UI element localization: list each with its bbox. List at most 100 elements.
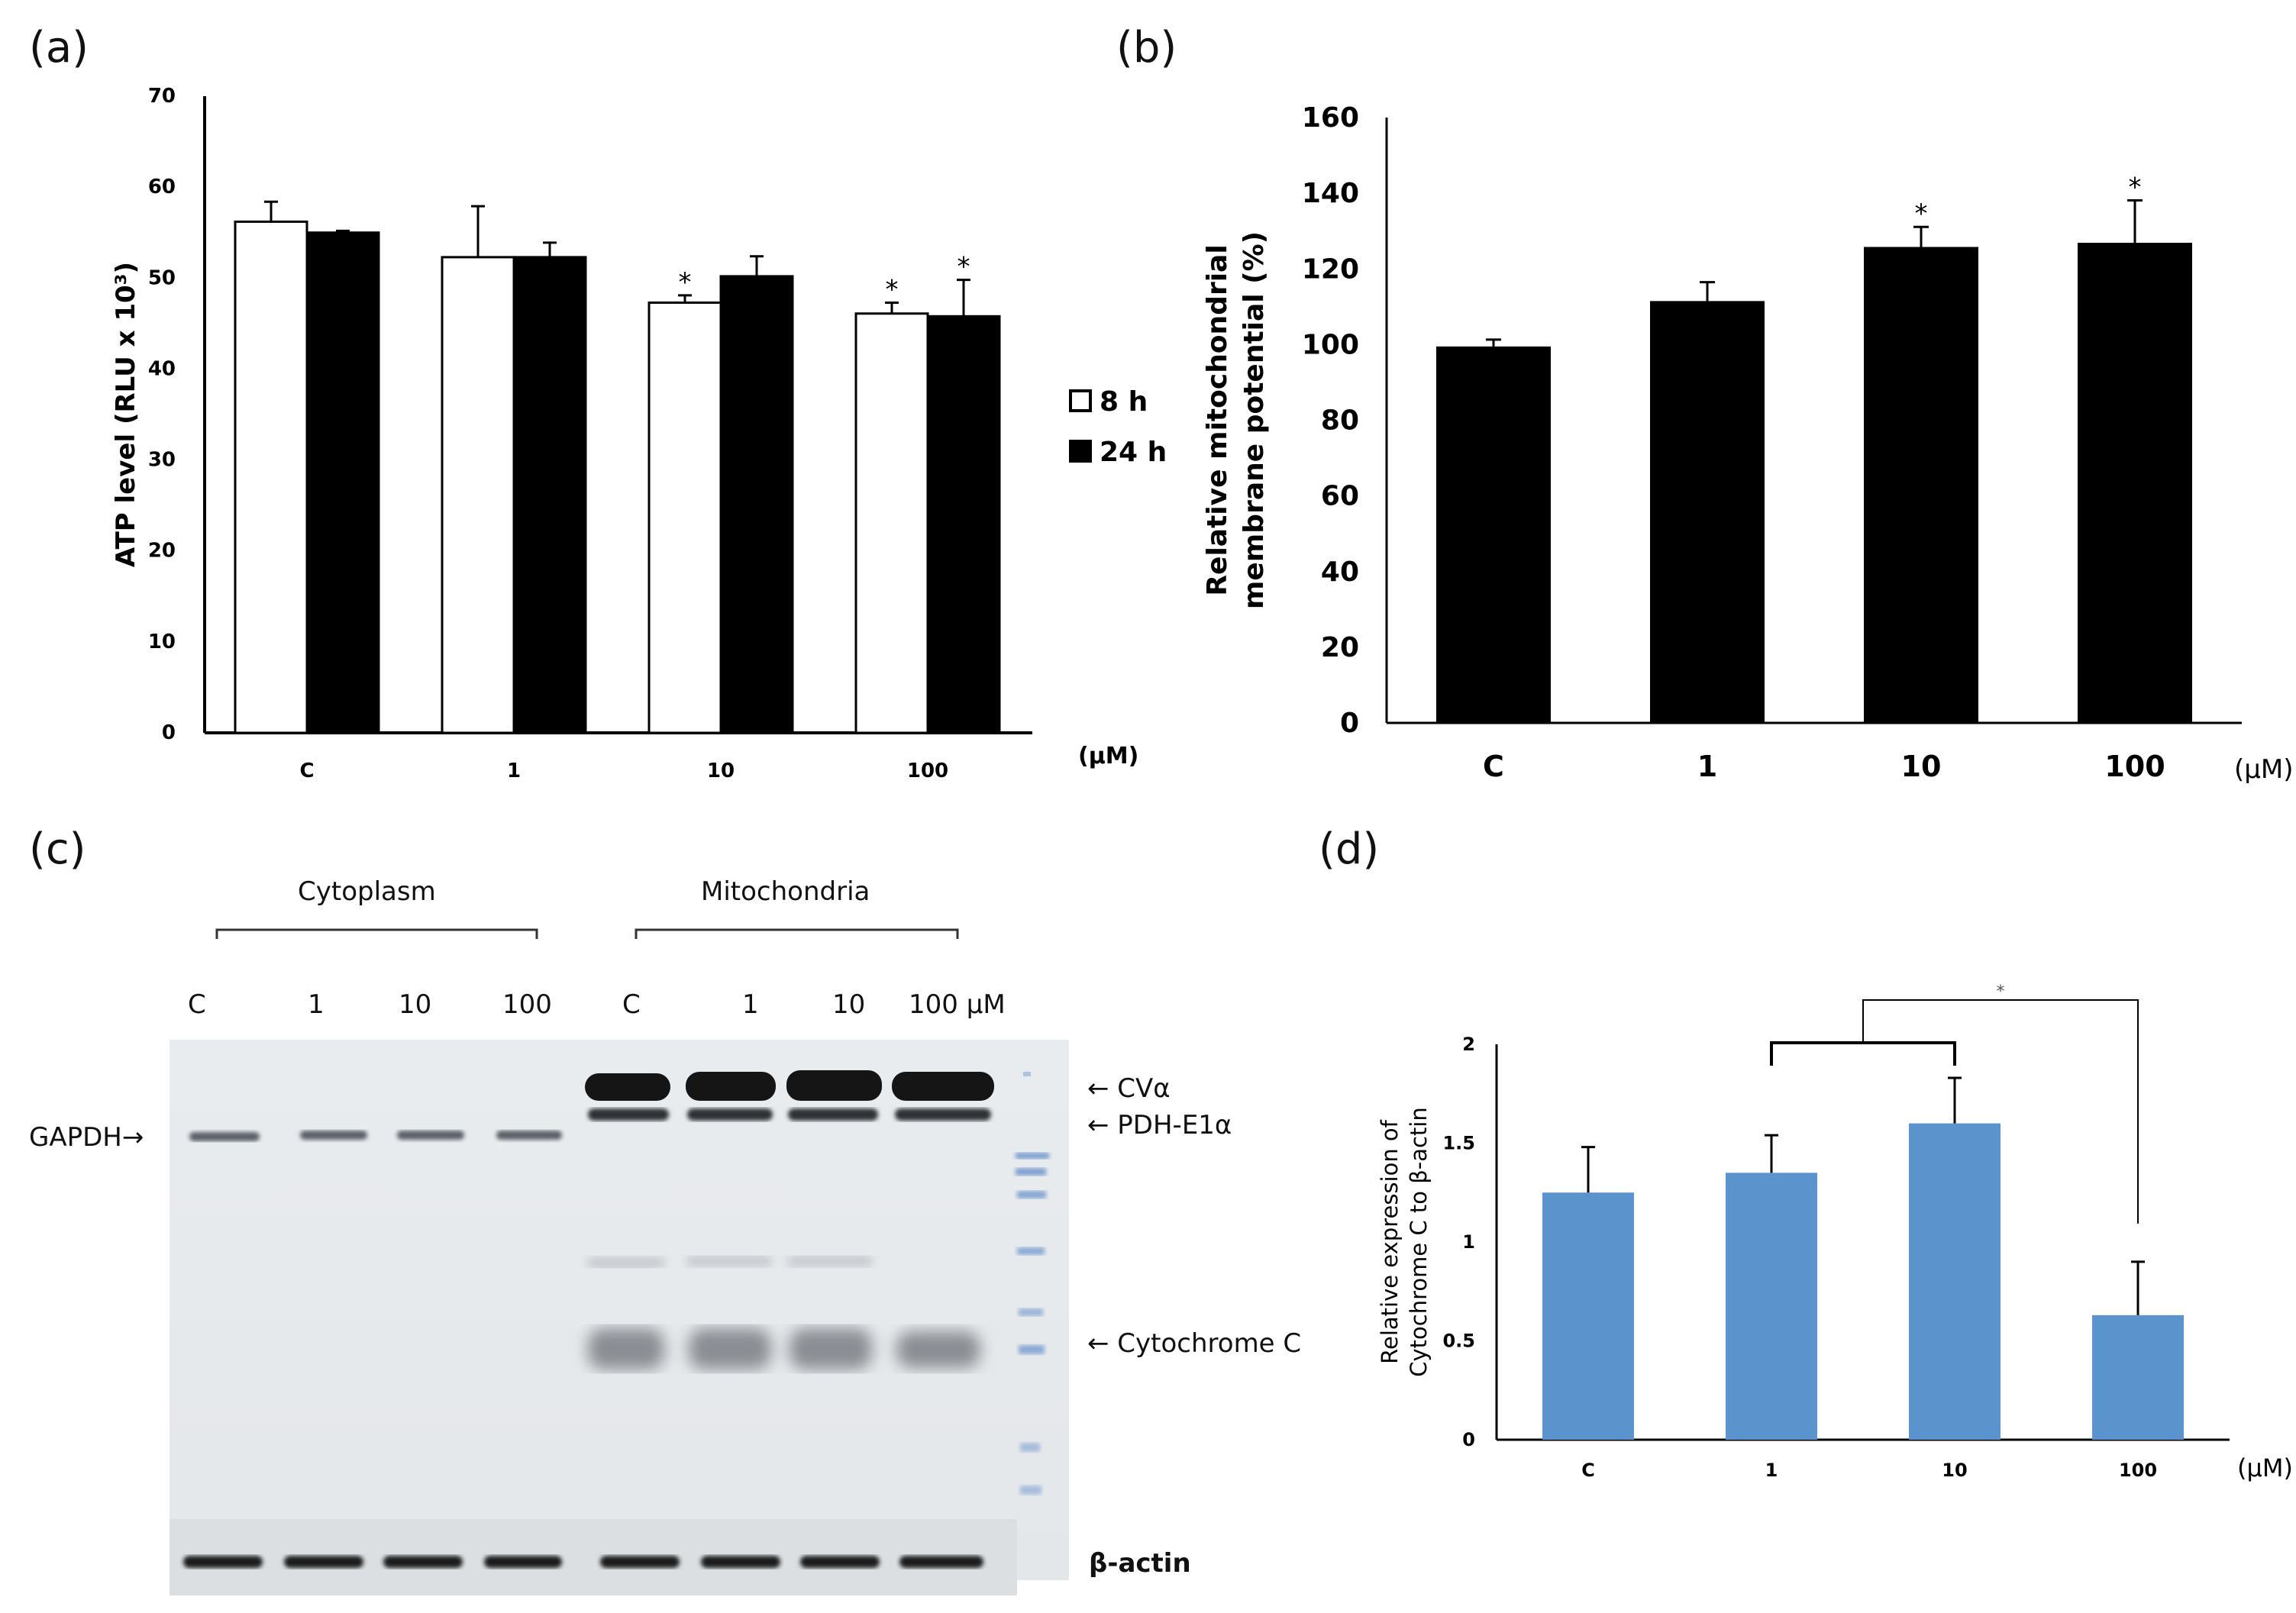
y-tick-label: 140: [1302, 178, 1359, 209]
lane-label: 100 μM: [909, 989, 1006, 1020]
faint-bands: [588, 1257, 872, 1267]
lane-label: 10: [832, 989, 866, 1020]
lane-label: 1: [308, 989, 325, 1020]
panel-letter-a: (a): [29, 23, 89, 73]
legend-label-8h: 8 h: [1100, 386, 1148, 418]
cytochrome-c-bands: [588, 1328, 980, 1369]
y-axis-label: ATP level (RLU x 10³): [111, 262, 141, 567]
unit-label: (μM): [1078, 743, 1138, 769]
y-tick-label: 0: [162, 721, 176, 744]
panel-letter-b: (b): [1116, 23, 1177, 73]
x-tick-label: 100: [2119, 1460, 2157, 1481]
lane-label: 10: [399, 989, 432, 1020]
y-tick-label: 100: [1302, 329, 1359, 360]
blot-graphics: [170, 928, 1069, 1595]
label-cva: ← CVα: [1087, 1073, 1171, 1104]
x-tick-label: 100: [907, 760, 948, 782]
label-cytochrome-c: ← Cytochrome C: [1087, 1328, 1302, 1359]
x-tick-label: 10: [1901, 750, 1942, 783]
bracket-mitochondria: [635, 928, 959, 939]
y-tick-label: 40: [148, 357, 176, 380]
y-tick-label: 70: [148, 85, 176, 108]
y-tick-label: 20: [1321, 632, 1359, 663]
x-tick-label: C: [1581, 1460, 1595, 1481]
significance-marker: *: [886, 274, 899, 305]
x-tick-label: 10: [1942, 1460, 1967, 1481]
y-tick-label: 60: [1321, 481, 1359, 512]
unit-label: (μM): [2234, 754, 2294, 785]
label-gapdh: GAPDH→: [29, 1122, 144, 1153]
y-tick-label: 160: [1302, 102, 1359, 134]
lane-label: C: [188, 989, 206, 1020]
significance-marker: *: [1915, 198, 1928, 229]
y-tick-label: 50: [148, 266, 176, 289]
y-tick-label: 0: [1462, 1429, 1475, 1450]
y-tick-label: 20: [148, 540, 176, 563]
cva-bands: [585, 1070, 994, 1101]
y-axis-label-line2: Cytochrome C to β-actin: [1406, 1107, 1432, 1376]
legend-swatch-24h: [1069, 440, 1092, 463]
lane-label: C: [622, 989, 641, 1020]
chart-b-membrane-potential: 0 20 40 60 80 100 120 140 160 C 1 * 10 * 100 (μM) Relati…: [1202, 102, 2294, 785]
y-tick-label: 60: [148, 176, 176, 198]
gapdh-bands: [189, 1131, 562, 1141]
y-tick-label: 0: [1340, 708, 1359, 739]
legend-label-24h: 24 h: [1100, 437, 1167, 468]
actin-bands: [183, 1556, 983, 1568]
bar-24h-10: [719, 275, 794, 734]
bar-10: [1909, 1123, 2001, 1440]
group-label-mitochondria: Mitochondria: [701, 876, 870, 907]
y-tick-label: 0.5: [1442, 1331, 1475, 1352]
significance-marker: *: [957, 252, 970, 282]
group-label-cytoplasm: Cytoplasm: [298, 876, 436, 907]
pdh-bands: [588, 1108, 991, 1121]
y-axis-label-line1: Relative mitochondrial: [1202, 244, 1233, 595]
chart-a-atp-level: 0 10 20 30 40 50 60 70 C 1 * 10 * * 100 (μM) ATP level (…: [111, 85, 1167, 782]
x-tick-label: C: [299, 760, 314, 782]
bar-C: [1436, 346, 1551, 723]
protein-ladder: [1016, 1072, 1049, 1495]
x-tick-label: 1: [1765, 1460, 1778, 1481]
y-tick-label: 40: [1321, 556, 1359, 588]
y-axis-label-line2: membrane potential (%): [1238, 231, 1270, 609]
bracket-to-100: [1862, 999, 2139, 1224]
legend-swatch-8h: [1069, 389, 1092, 412]
panel-letter-c: (c): [29, 824, 86, 874]
x-tick-label: C: [1483, 750, 1504, 783]
y-tick-label: 2: [1462, 1034, 1475, 1055]
bracket-cytoplasm: [215, 928, 538, 939]
bar-10: [1864, 247, 1978, 723]
bar-8h-1: [441, 256, 515, 734]
bar-24h-1: [512, 256, 587, 734]
chart-d-cytochrome-expression: 0 0.5 1 1.5 2 C 1 10 100 (μM) * Relative expression…: [1377, 982, 2293, 1482]
bar-C: [1542, 1192, 1634, 1440]
significance-marker: *: [2129, 173, 2142, 203]
x-tick-label: 10: [707, 760, 735, 782]
bar-100: [2092, 1315, 2184, 1440]
membrane: [170, 1040, 1069, 1580]
bar-8h-C: [234, 220, 308, 734]
y-tick-label: 30: [148, 449, 176, 472]
lane-label: 1: [742, 989, 759, 1020]
bar-100: [2078, 243, 2192, 723]
unit-label: (μM): [2237, 1453, 2293, 1482]
label-beta-actin: β-actin: [1089, 1548, 1191, 1579]
x-tick-label: 1: [507, 760, 521, 782]
bar-8h-100: [854, 312, 929, 734]
bar-1: [1650, 301, 1765, 723]
panel-letter-d: (d): [1319, 824, 1380, 874]
y-tick-label: 10: [148, 631, 176, 653]
label-pdh-e1a: ← PDH-E1α: [1087, 1110, 1232, 1140]
bar-8h-10: [647, 301, 722, 734]
x-tick-label: 100: [2104, 750, 2165, 783]
bracket-1-10: [1770, 1041, 1956, 1066]
lane-label: 100: [502, 989, 552, 1020]
western-blot-panel: Cytoplasm Mitochondria: [0, 840, 1344, 1613]
bar-1: [1726, 1173, 1817, 1440]
x-tick-label: 1: [1697, 750, 1717, 783]
y-axis-label-line1: Relative expression of: [1377, 1119, 1403, 1364]
y-tick-label: 80: [1321, 405, 1359, 437]
y-tick-label: 1.5: [1442, 1133, 1475, 1154]
significance-marker: *: [1997, 982, 2005, 1002]
y-tick-label: 1: [1462, 1231, 1475, 1253]
